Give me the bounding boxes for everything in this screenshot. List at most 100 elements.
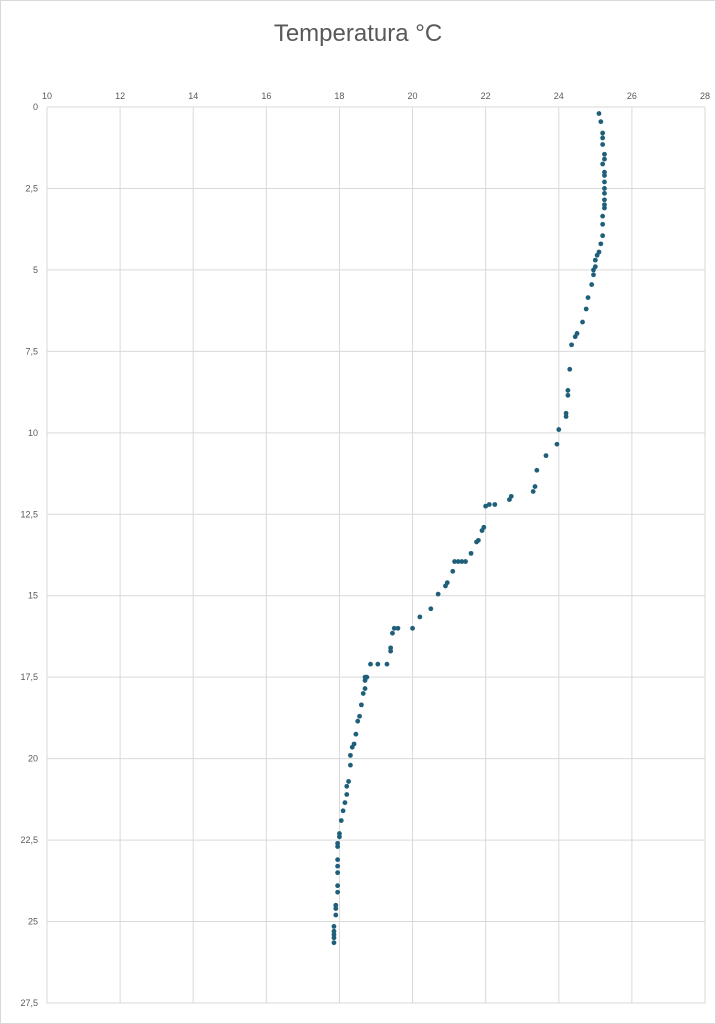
x-tick-label: 28 — [700, 91, 710, 101]
data-point — [563, 414, 569, 419]
data-point — [600, 233, 606, 239]
data-point — [358, 702, 364, 708]
data-point — [602, 197, 607, 203]
data-point — [468, 550, 474, 556]
data-point — [331, 924, 337, 929]
data-point — [585, 295, 591, 301]
data-point — [486, 502, 492, 507]
data-point — [384, 661, 390, 667]
data-point — [344, 783, 350, 789]
data-point — [580, 319, 585, 325]
data-point — [596, 111, 602, 116]
data-point — [543, 453, 549, 459]
data-point — [530, 489, 536, 494]
data-point — [342, 800, 348, 806]
data-point — [463, 559, 468, 564]
y-tick-label: 27,5 — [20, 998, 38, 1008]
data-point — [333, 906, 339, 911]
y-tick-label: 20 — [28, 754, 38, 764]
data-point — [355, 718, 361, 724]
data-point — [338, 818, 344, 823]
data-point — [331, 940, 337, 946]
x-tick-label: 14 — [188, 91, 198, 101]
data-point — [335, 883, 341, 889]
data-point — [600, 130, 606, 136]
gridlines — [46, 106, 706, 1004]
data-point — [357, 713, 362, 719]
data-point — [443, 583, 448, 589]
data-point — [600, 142, 606, 147]
data-point — [335, 844, 341, 850]
data-point — [569, 342, 574, 348]
data-point — [600, 135, 606, 141]
y-tick-label: 12,5 — [20, 509, 38, 519]
data-point — [340, 808, 346, 814]
data-point — [483, 503, 489, 509]
data-point — [598, 119, 604, 125]
data-point — [362, 678, 368, 683]
data-point — [435, 591, 441, 597]
data-point — [368, 661, 373, 667]
data-point — [556, 427, 562, 432]
data-point — [333, 912, 339, 918]
data-point — [335, 863, 341, 869]
data-point — [388, 648, 394, 654]
x-tick-label: 10 — [42, 91, 52, 101]
y-tick-label: 17,5 — [20, 672, 38, 682]
data-point — [602, 190, 607, 196]
y-tick-label: 0 — [33, 102, 38, 112]
y-tick-label: 2,5 — [25, 183, 38, 193]
data-point — [395, 625, 401, 631]
data-point — [602, 205, 607, 211]
y-tick-label: 15 — [28, 591, 38, 601]
x-tick-label: 22 — [481, 91, 491, 101]
data-point — [459, 559, 465, 564]
x-tick-label: 18 — [334, 91, 344, 101]
data-point — [583, 306, 589, 312]
data-point — [410, 625, 415, 631]
data-point — [337, 834, 342, 840]
x-tick-label: 24 — [554, 91, 564, 101]
data-point — [348, 762, 353, 768]
data-point — [455, 559, 461, 564]
data-point — [554, 441, 560, 447]
x-tick-label: 26 — [627, 91, 637, 101]
data-point — [532, 484, 538, 489]
data-point — [335, 889, 341, 895]
data-point — [600, 221, 606, 227]
data-point — [335, 857, 341, 863]
data-point — [594, 252, 600, 258]
y-tick-label: 10 — [28, 428, 38, 438]
data-point — [353, 731, 359, 737]
data-point — [602, 179, 607, 185]
data-point — [591, 272, 596, 278]
data-point — [600, 213, 606, 219]
x-axis-ticks: 10 12 14 16 18 20 22 24 26 28 — [42, 91, 710, 101]
data-point — [474, 539, 479, 545]
data-point — [479, 528, 485, 533]
data-points — [331, 111, 607, 946]
y-tick-label: 7,5 — [25, 346, 38, 356]
data-point — [572, 334, 578, 340]
data-point — [600, 161, 606, 167]
data-point — [417, 614, 423, 620]
data-point — [390, 630, 395, 636]
data-point — [362, 686, 368, 691]
y-tick-label: 22,5 — [20, 835, 38, 845]
data-point — [534, 467, 540, 473]
data-point — [450, 568, 456, 574]
x-tick-label: 16 — [261, 91, 271, 101]
data-point — [565, 388, 571, 393]
data-point — [331, 935, 337, 941]
data-point — [602, 156, 607, 162]
data-point — [452, 559, 457, 564]
data-point — [591, 267, 596, 273]
data-point — [391, 625, 397, 631]
data-point — [592, 257, 598, 263]
data-point — [598, 241, 604, 247]
data-point — [348, 752, 353, 758]
data-point — [602, 186, 607, 191]
data-point — [492, 502, 498, 507]
data-point — [602, 151, 607, 157]
